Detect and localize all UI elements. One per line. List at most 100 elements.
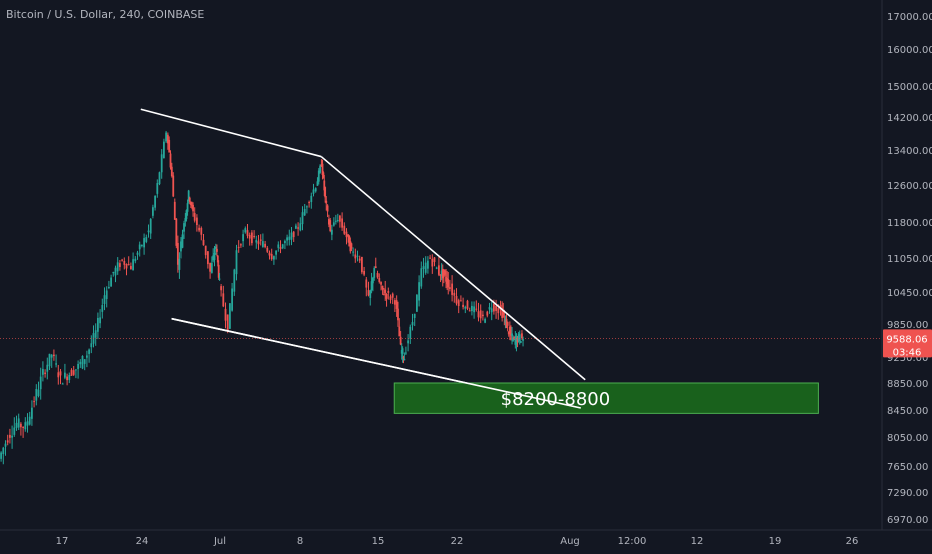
candle-body [447,279,450,288]
candle-body [507,331,510,335]
candle-body [6,440,9,443]
y-tick-label: 10450.00 [887,288,932,299]
candle-body [349,241,352,252]
candle-body [121,259,123,261]
y-tick-label: 11050.00 [887,254,932,265]
candle-body [290,232,293,240]
candle-body [348,235,351,247]
candle-body [166,134,169,144]
candle-body [189,202,192,205]
trendline [140,108,322,158]
candle-body [475,308,478,310]
candle-body [251,232,253,244]
y-tick-label: 13400.00 [887,146,932,157]
candle-body [138,244,141,250]
candle-body [323,180,326,191]
candle-body [429,257,431,259]
candle-body [413,313,416,318]
candle-body [358,258,361,261]
candle-body [270,253,273,260]
candle-body [259,239,262,241]
candle-body [431,258,434,267]
candle-body [477,311,480,318]
candle-body [519,341,522,343]
candle-body [193,213,196,221]
x-tick-label: 12 [691,536,704,547]
candle-body [103,295,106,304]
candle-body [192,204,194,212]
candle-body [125,263,128,269]
y-tick-label: 7290.00 [887,488,928,499]
countdown-label: 03:46 [893,347,922,358]
candle-body [334,220,337,222]
candle-body [218,278,221,280]
candle-body [378,278,381,282]
candle-body [224,308,227,321]
candle-body [147,230,150,233]
candle-body [383,294,385,296]
candle-body [116,262,119,272]
candle-body [416,294,418,312]
candle-body [46,364,49,372]
candle-body [314,188,317,192]
candle-body [0,452,2,459]
candle-body [220,286,222,291]
candle-body [385,294,388,299]
y-tick-label: 15000.00 [887,82,932,93]
candle-body [373,268,376,278]
candle-body [213,252,216,261]
candle-body [248,234,251,239]
y-tick-label: 17000.00 [887,12,932,23]
candle-body [299,223,302,231]
candle-body [244,228,247,233]
candle-body [367,290,370,296]
candle-body [156,183,159,194]
candle-body [301,212,304,225]
candle-body [9,434,11,438]
candle-body [134,258,137,262]
y-tick-label: 8450.00 [887,406,928,417]
candle-body [132,259,134,271]
y-tick-label: 14200.00 [887,113,932,124]
candle-body [356,255,359,257]
candle-body [395,300,398,309]
trendline [320,155,586,381]
candle-body [11,435,13,438]
candle-body [297,227,299,229]
candle-body [332,222,335,226]
candle-body [401,348,404,354]
last-price-tag [883,329,932,358]
candle-body [451,283,453,295]
candle-body [343,225,346,234]
candle-body [411,322,414,326]
candle-body [438,265,440,275]
candle-body [216,255,219,263]
candle-body [350,243,353,249]
candle-body [444,270,446,275]
candle-body [169,153,172,168]
candle-body [130,266,132,270]
candle-body [518,334,521,342]
y-tick-label: 11800.00 [887,218,932,229]
candle-body [75,369,77,371]
candle-body [57,372,60,378]
candle-body [149,218,152,234]
candle-body [422,266,425,270]
candle-body [439,274,442,276]
candle-body [183,223,185,232]
candle-body [35,389,38,401]
candle-body [466,300,469,309]
candle-body [59,371,62,376]
candle-body [484,319,486,323]
x-tick-label: Jul [213,536,226,547]
y-tick-label: 8850.00 [887,379,928,390]
candle-body [281,244,284,249]
candle-body [172,175,175,197]
candle-body [508,326,511,334]
y-tick-label: 12600.00 [887,181,932,192]
candle-body [457,300,460,307]
candle-body [26,421,29,426]
candle-body [64,372,66,378]
